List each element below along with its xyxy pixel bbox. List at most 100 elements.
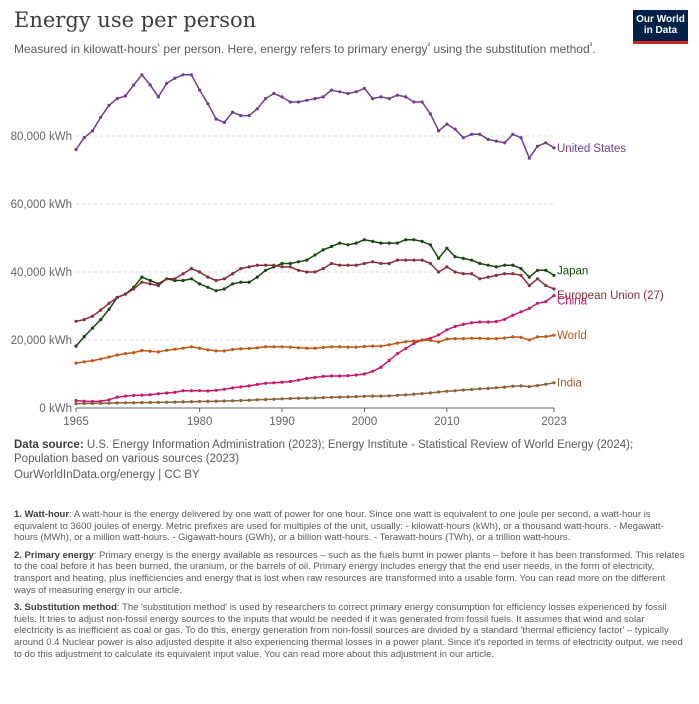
data-point[interactable] — [437, 340, 441, 344]
data-point[interactable] — [239, 398, 243, 403]
data-point[interactable] — [288, 261, 292, 266]
data-point[interactable] — [288, 396, 292, 401]
data-point[interactable] — [494, 139, 498, 143]
data-point[interactable] — [123, 352, 127, 356]
data-point[interactable] — [494, 273, 498, 277]
data-point[interactable] — [453, 337, 457, 341]
data-point[interactable] — [156, 95, 160, 99]
data-point[interactable] — [90, 326, 95, 330]
data-point[interactable] — [329, 374, 334, 378]
data-point[interactable] — [346, 91, 350, 96]
data-point[interactable] — [264, 381, 268, 385]
data-point[interactable] — [494, 320, 498, 324]
data-point[interactable] — [387, 97, 391, 101]
data-point[interactable] — [115, 295, 119, 300]
data-point[interactable] — [544, 141, 548, 145]
data-point[interactable] — [296, 268, 301, 272]
data-point[interactable] — [412, 258, 416, 262]
data-point[interactable] — [99, 401, 103, 405]
data-point[interactable] — [280, 95, 284, 99]
data-point[interactable] — [354, 345, 358, 349]
data-point[interactable] — [511, 132, 515, 136]
data-point[interactable] — [511, 384, 515, 388]
data-point[interactable] — [486, 320, 490, 324]
data-point[interactable] — [535, 277, 540, 281]
data-point[interactable] — [362, 344, 366, 349]
data-point[interactable] — [305, 396, 309, 400]
data-point[interactable] — [206, 399, 210, 403]
data-point[interactable] — [552, 381, 556, 385]
data-point[interactable] — [371, 97, 375, 101]
data-point[interactable] — [255, 398, 259, 402]
data-point[interactable] — [206, 285, 210, 289]
data-point[interactable] — [239, 385, 243, 389]
series-world[interactable] — [74, 333, 556, 365]
data-point[interactable] — [478, 320, 482, 324]
data-point[interactable] — [305, 346, 309, 350]
data-point[interactable] — [527, 284, 531, 288]
data-point[interactable] — [313, 375, 317, 379]
data-point[interactable] — [404, 258, 408, 262]
data-point[interactable] — [445, 389, 449, 393]
data-point[interactable] — [198, 389, 202, 393]
data-point[interactable] — [173, 277, 177, 281]
data-point[interactable] — [231, 272, 235, 276]
data-point[interactable] — [379, 95, 383, 99]
data-point[interactable] — [222, 287, 226, 291]
data-point[interactable] — [222, 399, 226, 403]
data-point[interactable] — [296, 346, 301, 350]
data-point[interactable] — [173, 76, 177, 80]
data-point[interactable] — [189, 345, 193, 349]
data-point[interactable] — [313, 253, 317, 257]
data-point[interactable] — [173, 400, 177, 404]
data-point[interactable] — [544, 284, 548, 288]
data-point[interactable] — [338, 90, 342, 94]
data-point[interactable] — [264, 263, 268, 267]
data-point[interactable] — [486, 337, 490, 341]
data-point[interactable] — [181, 400, 185, 404]
data-point[interactable] — [486, 275, 490, 279]
data-point[interactable] — [181, 272, 185, 276]
data-point[interactable] — [527, 156, 531, 160]
data-point[interactable] — [165, 348, 169, 352]
data-point[interactable] — [371, 369, 375, 373]
data-point[interactable] — [428, 243, 432, 247]
series-line-india[interactable] — [75, 381, 555, 405]
data-point[interactable] — [461, 322, 465, 326]
data-point[interactable] — [519, 273, 523, 277]
data-point[interactable] — [74, 402, 78, 406]
data-point[interactable] — [206, 102, 210, 106]
data-point[interactable] — [412, 341, 416, 345]
data-point[interactable] — [313, 396, 317, 400]
data-point[interactable] — [404, 346, 408, 351]
data-point[interactable] — [338, 345, 342, 349]
data-point[interactable] — [453, 324, 457, 328]
data-point[interactable] — [503, 263, 507, 267]
data-point[interactable] — [272, 397, 276, 401]
data-point[interactable] — [231, 399, 235, 403]
data-point[interactable] — [535, 144, 540, 148]
data-point[interactable] — [461, 337, 465, 341]
data-point[interactable] — [296, 100, 301, 104]
data-point[interactable] — [338, 263, 342, 267]
data-point[interactable] — [189, 267, 193, 271]
series-india[interactable] — [74, 381, 556, 406]
data-point[interactable] — [156, 350, 160, 354]
data-point[interactable] — [437, 256, 441, 260]
data-point[interactable] — [90, 359, 95, 363]
data-point[interactable] — [107, 103, 111, 107]
data-point[interactable] — [395, 258, 399, 262]
data-point[interactable] — [255, 263, 259, 267]
data-point[interactable] — [148, 349, 152, 353]
data-point[interactable] — [503, 336, 507, 340]
data-point[interactable] — [115, 401, 119, 405]
data-point[interactable] — [371, 394, 375, 398]
data-point[interactable] — [115, 353, 119, 357]
data-point[interactable] — [90, 314, 95, 318]
data-point[interactable] — [527, 385, 531, 389]
data-point[interactable] — [82, 318, 86, 322]
data-point[interactable] — [404, 340, 408, 344]
data-point[interactable] — [132, 351, 136, 355]
data-point[interactable] — [107, 301, 111, 305]
data-point[interactable] — [305, 270, 309, 274]
